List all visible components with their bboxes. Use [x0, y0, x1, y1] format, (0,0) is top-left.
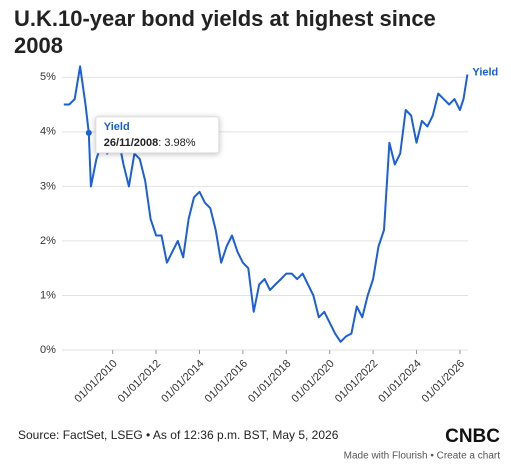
x-tick-label: 01/01/2020: [289, 358, 336, 405]
y-tick-label: 3%: [40, 180, 56, 192]
y-tick-label: 4%: [40, 126, 56, 138]
x-tick-label: 01/01/2016: [203, 358, 250, 405]
chart-title: U.K.10-year bond yields at highest since…: [14, 6, 436, 58]
tooltip-value: 3.98%: [164, 137, 195, 149]
tooltip-box: [95, 116, 220, 154]
x-tick-label: 01/01/2010: [72, 358, 119, 405]
credit: Made with Flourish • Create a chart: [344, 451, 501, 462]
y-tick-label: 0%: [40, 344, 56, 356]
x-tick-label: 01/01/2012: [116, 358, 163, 405]
y-tick-label: 1%: [40, 289, 56, 301]
x-tick-label: 01/01/2024: [376, 358, 423, 405]
x-tick-label: 01/01/2018: [246, 358, 293, 405]
tooltip-text: 26/11/2008: 3.98%: [104, 137, 196, 149]
series-label: Yield: [472, 66, 498, 78]
x-tick-label: 01/01/2022: [333, 358, 380, 405]
x-tick-label: 01/01/2014: [159, 358, 206, 405]
tooltip-series: Yield: [104, 121, 130, 133]
tooltip-date: 26/11/2008: [104, 137, 158, 149]
x-tick-label: 01/01/2026: [420, 358, 467, 405]
logo: CNBC: [445, 426, 500, 447]
tooltip-point: [85, 129, 92, 136]
tooltip-sep: :: [158, 137, 164, 149]
y-tick-label: 2%: [40, 235, 56, 247]
line: [63, 65, 469, 343]
y-tick-label: 5%: [40, 71, 56, 83]
source: Source: FactSet, LSEG • As of 12:36 p.m.…: [18, 428, 339, 442]
